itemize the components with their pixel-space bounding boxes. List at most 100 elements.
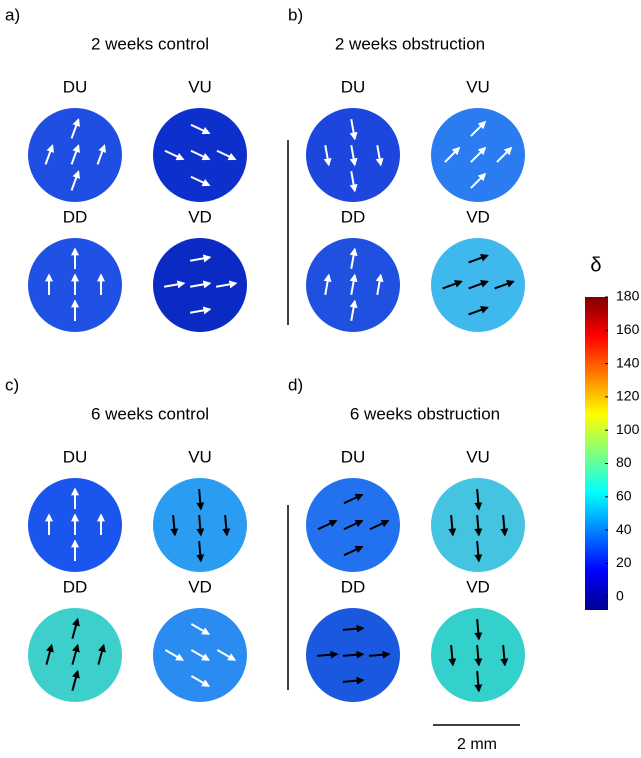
arrow — [468, 306, 489, 316]
arrow — [342, 676, 365, 685]
arrow — [164, 149, 185, 161]
disc-label: VD — [188, 207, 212, 226]
colorbar-tick-label: 140 — [616, 354, 640, 370]
disc-label: VU — [188, 77, 212, 96]
arrow — [190, 649, 211, 661]
arrow — [468, 280, 489, 290]
arrow — [97, 643, 106, 665]
colorbar-tick-label: 20 — [616, 554, 632, 570]
arrow — [190, 123, 211, 135]
panel-label: c) — [5, 375, 19, 394]
colorbar-tick-label: 40 — [616, 521, 632, 537]
panel-title: 2 weeks obstruction — [335, 34, 485, 53]
arrow — [474, 670, 483, 693]
arrow — [342, 624, 365, 633]
colorbar-tick-label: 120 — [616, 388, 640, 404]
arrow — [368, 650, 391, 659]
arrow — [71, 669, 80, 691]
scale-bar-label: 2 mm — [457, 736, 497, 753]
arrow — [189, 280, 212, 289]
arrow — [323, 273, 332, 296]
disc-label: DU — [341, 77, 366, 96]
arrow — [190, 623, 211, 635]
arrow — [163, 280, 186, 289]
colorbar-tick-label: 60 — [616, 487, 632, 503]
arrow — [71, 643, 80, 665]
colorbar-tick-label: 80 — [616, 454, 632, 470]
disc-label: DD — [63, 207, 88, 226]
arrow — [468, 254, 489, 264]
panel-label: a) — [5, 5, 20, 24]
arrow — [349, 170, 358, 193]
arrow — [448, 514, 457, 537]
arrow — [349, 118, 358, 141]
arrow — [190, 149, 211, 161]
arrow — [190, 175, 211, 187]
arrow — [375, 144, 384, 167]
arrow — [70, 118, 80, 139]
disc-label: DD — [341, 577, 366, 596]
arrow — [474, 618, 483, 641]
panel-title: 6 weeks control — [91, 404, 209, 423]
disc-label: VD — [188, 577, 212, 596]
arrow — [343, 545, 364, 557]
arrow — [196, 540, 205, 563]
arrow — [215, 280, 238, 289]
disc-label: VU — [466, 77, 490, 96]
arrow — [470, 120, 487, 137]
arrow — [164, 649, 185, 661]
disc-label: DD — [341, 207, 366, 226]
disc-label: DU — [63, 447, 88, 466]
arrow — [442, 280, 463, 290]
arrow — [343, 519, 364, 531]
arrow — [216, 149, 237, 161]
arrow — [216, 649, 237, 661]
disc-label: VU — [466, 447, 490, 466]
panel-label: d) — [288, 375, 303, 394]
arrow — [189, 254, 212, 263]
arrow — [500, 514, 509, 537]
disc-label: VU — [188, 447, 212, 466]
arrow — [323, 144, 332, 167]
arrow — [44, 144, 54, 165]
arrow — [375, 273, 384, 296]
arrow — [369, 519, 390, 531]
arrow — [190, 675, 211, 687]
disc-label: VD — [466, 207, 490, 226]
arrow — [470, 146, 487, 163]
arrow — [474, 644, 483, 667]
arrow — [349, 273, 358, 296]
arrow — [196, 514, 205, 537]
arrow — [474, 514, 483, 537]
arrow — [349, 247, 358, 270]
arrow — [317, 519, 338, 531]
arrow — [316, 650, 339, 659]
arrow — [189, 306, 212, 315]
arrow — [494, 280, 515, 290]
arrow — [71, 617, 80, 639]
colorbar-tick-label: 160 — [616, 321, 640, 337]
arrow — [342, 650, 365, 659]
arrow — [70, 170, 80, 191]
colorbar-tick-label: 0 — [616, 587, 624, 603]
arrow — [349, 299, 358, 322]
arrow — [222, 514, 231, 537]
arrow — [470, 172, 487, 189]
arrow — [500, 644, 509, 667]
arrow — [474, 488, 483, 511]
arrow — [70, 144, 80, 165]
arrow — [444, 146, 461, 163]
disc-label: DU — [341, 447, 366, 466]
arrow — [343, 493, 364, 505]
arrow — [45, 643, 54, 665]
colorbar-tick-label: 180 — [616, 288, 640, 304]
arrow — [496, 146, 513, 163]
disc-label: DU — [63, 77, 88, 96]
disc-label: DD — [63, 577, 88, 596]
colorbar-symbol: δ — [590, 254, 601, 276]
arrow — [96, 144, 106, 165]
colorbar — [585, 297, 608, 610]
panel-title: 2 weeks control — [91, 34, 209, 53]
disc-label: VD — [466, 577, 490, 596]
